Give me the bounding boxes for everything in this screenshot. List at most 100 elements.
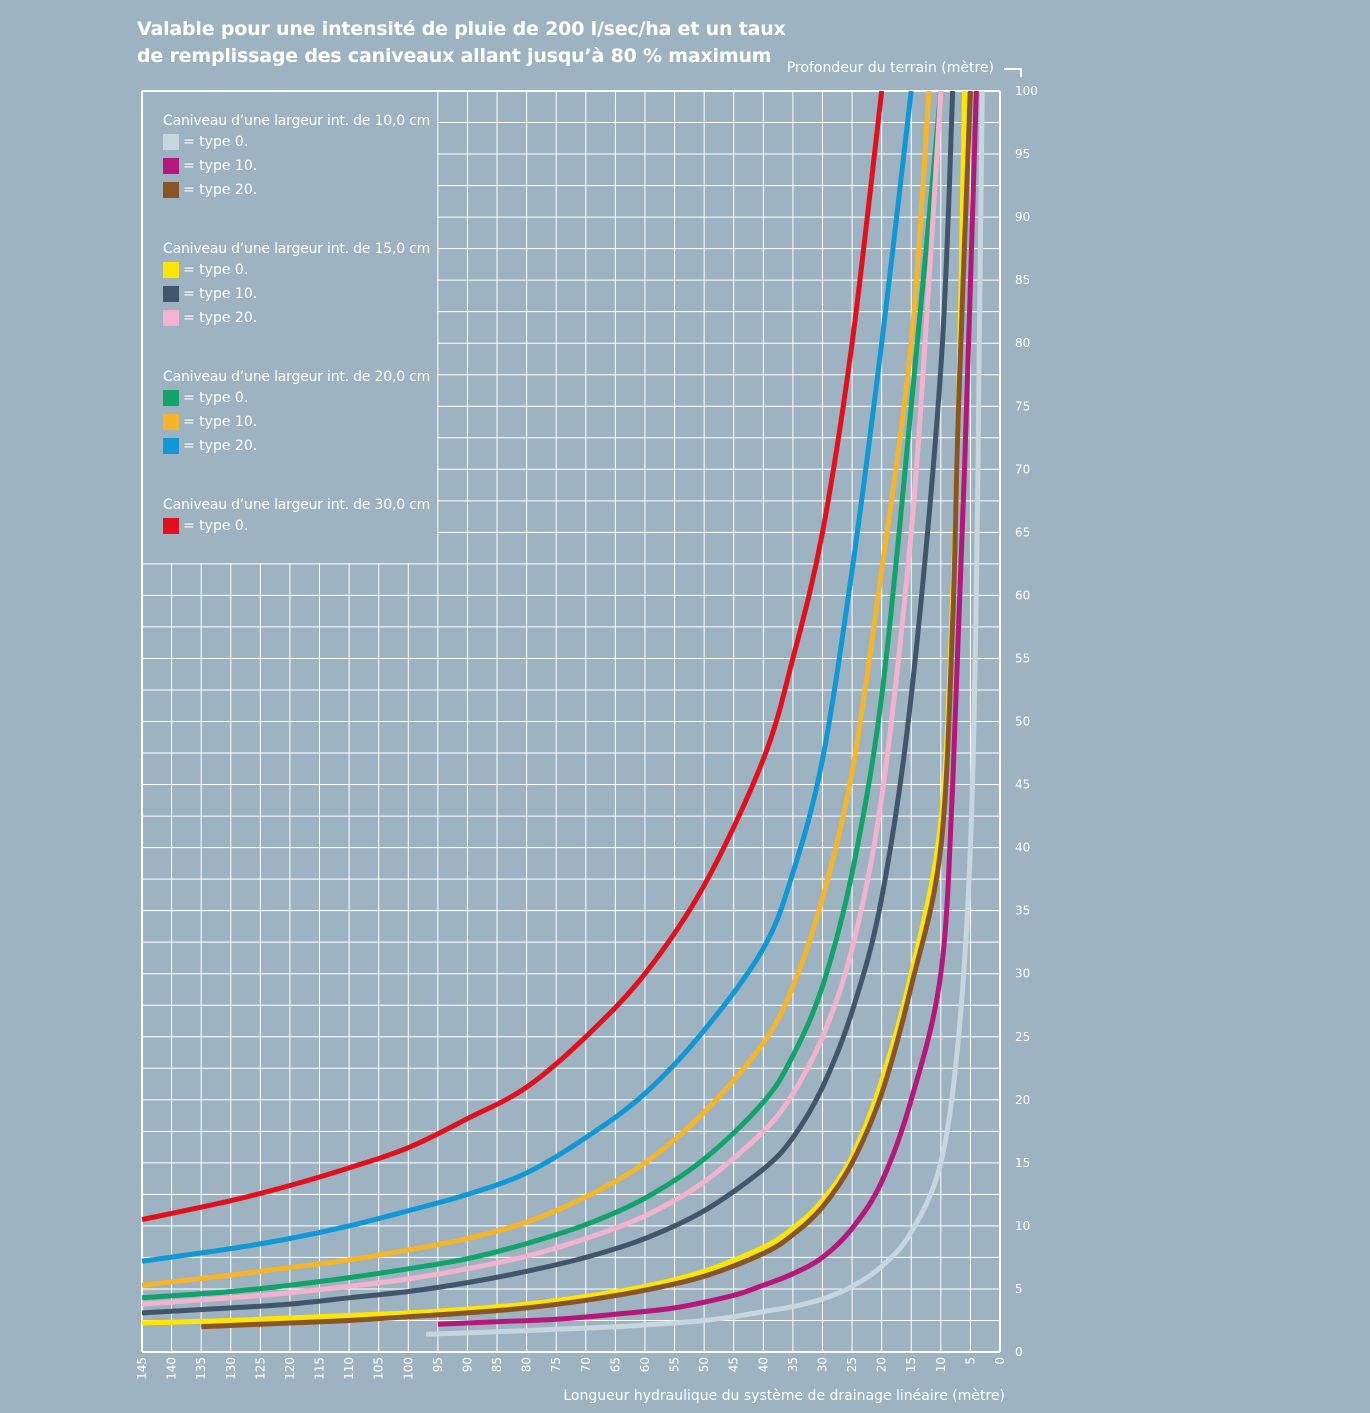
x-tick-label: 65 <box>608 1357 622 1372</box>
legend-item: = type 20. <box>163 178 430 202</box>
series-line <box>425 90 985 1337</box>
y-tick-label: 25 <box>1015 1030 1030 1044</box>
series-line <box>437 90 979 1327</box>
legend-swatch <box>163 414 179 430</box>
legend-item: = type 10. <box>163 410 430 434</box>
legend-swatch <box>163 286 179 302</box>
x-tick-label: 100 <box>401 1357 415 1380</box>
x-tick-label: 90 <box>460 1357 474 1372</box>
legend-group-title: Caniveau d’une largeur int. de 30,0 cm <box>163 497 431 513</box>
series-line <box>141 90 956 1316</box>
chart-legend: Caniveau d’une largeur int. de 10,0 cm =… <box>143 92 437 563</box>
legend-item-label: = type 0. <box>183 262 249 278</box>
legend-swatch <box>163 310 179 326</box>
x-tick-label: 95 <box>431 1357 445 1372</box>
x-tick-label: 20 <box>875 1357 889 1372</box>
y-tick-label: 65 <box>1015 525 1030 539</box>
x-tick-label: 75 <box>549 1357 563 1372</box>
legend-item-label: = type 0. <box>183 134 249 150</box>
y-tick-label: 15 <box>1015 1156 1030 1170</box>
y-tick-label: 0 <box>1015 1345 1023 1359</box>
legend-group-10cm: Caniveau d’une largeur int. de 10,0 cm =… <box>163 112 430 202</box>
x-tick-label: 105 <box>372 1357 386 1380</box>
y-axis-ticks: 0 5 10 15 20 25 30 35 40 45 50 55 60 65 70 75 80 85 90 95 10… <box>1015 84 1038 1359</box>
legend-item: = type 0. <box>163 386 430 410</box>
y-axis-title-bracket <box>1004 68 1022 77</box>
x-tick-label: 5 <box>963 1357 977 1365</box>
x-tick-label: 130 <box>224 1357 238 1380</box>
legend-item-label: = type 10. <box>183 286 258 302</box>
x-tick-label: 145 <box>135 1357 149 1380</box>
x-tick-label: 85 <box>490 1357 504 1372</box>
y-tick-label: 45 <box>1015 778 1030 792</box>
x-tick-label: 55 <box>668 1357 682 1372</box>
x-tick-label: 110 <box>342 1357 356 1380</box>
legend-item-label: = type 0. <box>183 518 249 534</box>
y-axis-title: Profondeur du terrain (mètre) <box>787 60 994 76</box>
series-line <box>141 90 932 1288</box>
legend-item: = type 10. <box>163 282 430 306</box>
x-tick-label: 10 <box>934 1357 948 1372</box>
legend-item: = type 0. <box>163 514 430 538</box>
legend-group-30cm: Caniveau d’une largeur int. de 30,0 cm =… <box>163 496 430 538</box>
legend-item-label: = type 20. <box>183 310 258 326</box>
x-tick-label: 50 <box>697 1357 711 1372</box>
x-tick-label: 140 <box>165 1357 179 1380</box>
legend-item: = type 10. <box>163 154 430 178</box>
x-tick-label: 45 <box>727 1357 741 1372</box>
y-tick-label: 10 <box>1015 1219 1030 1233</box>
legend-item-label: = type 0. <box>183 390 249 406</box>
series-line <box>141 90 944 1307</box>
y-tick-label: 100 <box>1015 84 1038 98</box>
y-tick-label: 70 <box>1015 462 1030 476</box>
chart-title-line-2: de remplissage des caniveaux allant jusq… <box>137 45 772 67</box>
series-line <box>141 90 944 1301</box>
legend-group-title: Caniveau d’une largeur int. de 10,0 cm <box>163 113 431 129</box>
y-tick-label: 5 <box>1015 1282 1023 1296</box>
x-tick-label: 25 <box>845 1357 859 1372</box>
legend-item-label: = type 20. <box>183 438 258 454</box>
y-tick-label: 95 <box>1015 147 1030 161</box>
y-tick-label: 35 <box>1015 904 1030 918</box>
legend-group-20cm: Caniveau d’une largeur int. de 20,0 cm =… <box>163 368 430 458</box>
legend-swatch <box>163 390 179 406</box>
x-tick-label: 40 <box>756 1357 770 1372</box>
legend-swatch <box>163 262 179 278</box>
chart-title: Valable pour une intensité de pluie de 2… <box>137 16 786 70</box>
legend-swatch <box>163 438 179 454</box>
legend-group-title: Caniveau d’une largeur int. de 15,0 cm <box>163 241 431 257</box>
x-tick-label: 135 <box>194 1357 208 1380</box>
x-axis-ticks: 145 140 135 130 125 120 115 110 105 100 95 90 85 80 75… <box>135 1357 1007 1380</box>
y-tick-label: 85 <box>1015 273 1030 287</box>
x-tick-label: 80 <box>520 1357 534 1372</box>
y-tick-label: 55 <box>1015 651 1030 665</box>
x-tick-label: 60 <box>638 1357 652 1372</box>
legend-swatch <box>163 158 179 174</box>
legend-item: = type 20. <box>163 306 430 330</box>
chart-title-line-1: Valable pour une intensité de pluie de 2… <box>137 18 786 40</box>
legend-swatch <box>163 182 179 198</box>
x-tick-label: 125 <box>253 1357 267 1380</box>
x-tick-label: 120 <box>283 1357 297 1380</box>
x-axis-title: Longueur hydraulique du système de drain… <box>563 1388 1005 1404</box>
legend-item-label: = type 10. <box>183 414 258 430</box>
y-tick-label: 20 <box>1015 1093 1030 1107</box>
y-tick-label: 80 <box>1015 336 1030 350</box>
legend-item: = type 0. <box>163 258 430 282</box>
y-tick-label: 90 <box>1015 210 1030 224</box>
x-tick-label: 0 <box>993 1357 1007 1365</box>
legend-item-label: = type 20. <box>183 182 258 198</box>
y-tick-label: 75 <box>1015 399 1030 413</box>
x-tick-label: 70 <box>579 1357 593 1372</box>
legend-group-15cm: Caniveau d’une largeur int. de 15,0 cm =… <box>163 240 430 330</box>
x-tick-label: 115 <box>313 1357 327 1380</box>
chart-series-group <box>141 90 985 1337</box>
legend-swatch <box>163 134 179 150</box>
legend-item: = type 20. <box>163 434 430 458</box>
x-tick-label: 15 <box>904 1357 918 1372</box>
y-tick-label: 50 <box>1015 715 1030 729</box>
legend-swatch <box>163 518 179 534</box>
series-line <box>201 90 973 1330</box>
x-tick-label: 30 <box>815 1357 829 1372</box>
y-tick-label: 30 <box>1015 967 1030 981</box>
